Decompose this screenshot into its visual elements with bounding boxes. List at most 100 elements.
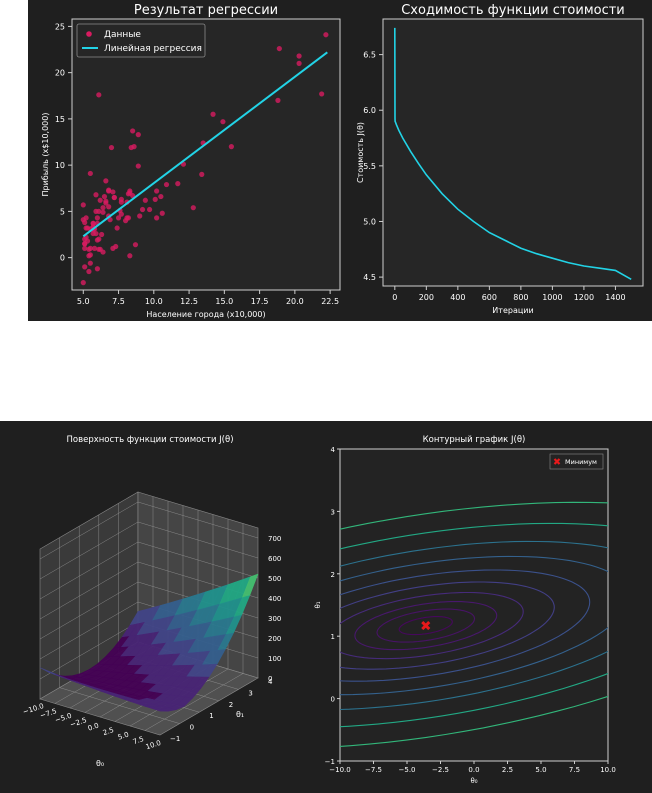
data-point — [135, 132, 141, 138]
data-point — [90, 220, 96, 227]
surface-grid-line — [39, 561, 259, 620]
data-point — [82, 264, 88, 270]
x-tick-label: 200 — [419, 293, 434, 302]
data-point — [111, 194, 117, 201]
legend-label-line: Линейная регрессия — [104, 44, 202, 54]
y-tick-label: 4.5 — [363, 273, 376, 282]
data-point — [108, 144, 115, 151]
legend-marker-data — [86, 31, 92, 37]
data-point — [142, 197, 148, 203]
data-point — [139, 206, 146, 213]
x-tick-label: 10.0 — [600, 766, 616, 774]
contour-lines — [340, 501, 608, 748]
data-point — [106, 188, 112, 194]
y-tick-label: 2 — [229, 701, 233, 709]
y-tick-label: 5.0 — [363, 217, 376, 226]
data-point — [83, 225, 89, 231]
data-point — [114, 225, 120, 231]
data-point — [228, 144, 234, 150]
contour-line — [376, 608, 476, 643]
data-point — [220, 119, 226, 125]
data-point — [118, 196, 124, 202]
data-point — [87, 245, 93, 251]
data-point — [123, 218, 129, 224]
y-tick-label: 0 — [190, 724, 194, 732]
data-point — [103, 178, 109, 184]
data-point — [276, 45, 282, 52]
minimum-marker — [421, 621, 431, 631]
data-point — [210, 111, 216, 117]
data-point — [296, 60, 302, 66]
z-tick-label: 500 — [268, 575, 281, 583]
data-point — [82, 241, 88, 247]
x-axis-label: θ₀ — [96, 759, 104, 768]
x-tick-label: −10.0 — [329, 766, 350, 774]
x-tick-label: 17.5 — [251, 297, 269, 306]
data-point — [110, 189, 116, 195]
x-tick-label: 12.5 — [180, 297, 198, 306]
chart-title-contour: Контурный график J(θ) — [423, 435, 526, 445]
data-point — [86, 253, 92, 259]
data-point — [137, 213, 143, 219]
bottom-figure-svg: Поверхность функции стоимости J(θ)010020… — [22, 435, 616, 785]
contour-line — [340, 569, 591, 682]
data-point — [80, 202, 86, 208]
x-tick-label: 5.0 — [77, 297, 90, 306]
z-tick-label: 200 — [268, 635, 281, 643]
y-tick-label: 6.0 — [363, 106, 376, 115]
data-point — [97, 197, 103, 203]
z-tick-label: 700 — [268, 535, 281, 543]
data-point — [154, 188, 160, 194]
data-point — [275, 97, 281, 103]
data-point — [100, 209, 106, 215]
x-tick-label: 5.0 — [535, 766, 546, 774]
contour-line — [340, 591, 524, 660]
y-tick-label: 1 — [209, 712, 213, 720]
z-tick-label: 0 — [268, 675, 272, 683]
y-axis-label: Прибыль (x$10,000) — [41, 113, 50, 197]
z-tick-label: 300 — [268, 615, 281, 623]
surface-grid-line — [144, 523, 244, 731]
data-point — [94, 266, 100, 272]
top-figure: Результат регрессии 5.0 7.5 10.0 12.5 15.0 17.… — [28, 0, 652, 321]
cost-curve — [394, 27, 632, 280]
surface-grid-line — [39, 541, 259, 600]
z-tick-label: 400 — [268, 595, 281, 603]
data-point — [115, 215, 122, 221]
x-tick-label: −5.0 — [399, 766, 416, 774]
x-tick-label: 7.5 — [569, 766, 580, 774]
y-tick-label: 0 — [60, 254, 65, 263]
x-tick-label: 5.0 — [117, 731, 130, 742]
x-tick-label: 7.5 — [132, 735, 145, 746]
data-point — [319, 91, 325, 97]
data-point — [87, 260, 93, 266]
y-tick-label: −1 — [170, 735, 180, 743]
y-axis-label: Стоимость J(θ) — [356, 122, 365, 183]
data-point — [175, 181, 181, 187]
data-point — [154, 215, 160, 221]
data-point — [93, 192, 99, 198]
x-tick-label: 10.0 — [145, 297, 163, 306]
x-tick-label: 2.5 — [102, 726, 115, 737]
y-tick-label: 5 — [60, 207, 65, 216]
data-point — [132, 242, 139, 248]
x-tick-label: 1000 — [542, 293, 562, 302]
x-tick-label: 20.0 — [286, 297, 304, 306]
data-point — [323, 32, 329, 38]
contour-line — [340, 540, 608, 711]
data-point — [127, 188, 133, 194]
data-point — [158, 193, 164, 200]
data-point — [83, 215, 89, 221]
data-point — [106, 204, 112, 210]
y-tick-label: 4 — [331, 446, 336, 454]
x-tick-label: 0.0 — [468, 766, 479, 774]
y-tick-label: 0 — [331, 696, 335, 704]
y-tick-label: 4 — [268, 678, 273, 686]
y-tick-label: 5.5 — [363, 162, 376, 171]
z-tick-label: 100 — [268, 655, 281, 663]
data-point — [103, 198, 109, 204]
data-point — [86, 268, 92, 275]
x-tick-label: 0 — [392, 293, 397, 302]
surface-grid-line — [39, 521, 259, 580]
data-point — [93, 208, 99, 214]
